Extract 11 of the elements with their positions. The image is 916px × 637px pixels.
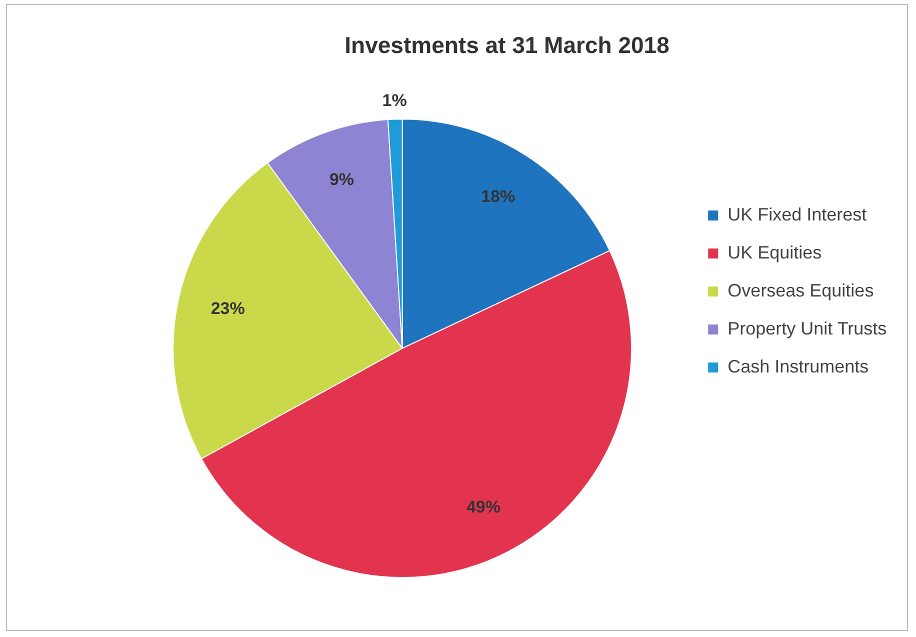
legend-label: UK Equities <box>728 242 822 262</box>
data-label: 18% <box>481 187 516 206</box>
legend-label: Property Unit Trusts <box>728 318 887 338</box>
chart-title: Investments at 31 March 2018 <box>344 32 670 58</box>
data-label: 9% <box>329 170 354 189</box>
data-label: 23% <box>210 298 245 318</box>
legend-label: UK Fixed Interest <box>728 204 867 224</box>
data-label: 49% <box>466 497 500 516</box>
legend-label: Cash Instruments <box>728 356 869 376</box>
legend-label: Overseas Equities <box>728 280 874 300</box>
data-label: 1% <box>382 90 407 110</box>
